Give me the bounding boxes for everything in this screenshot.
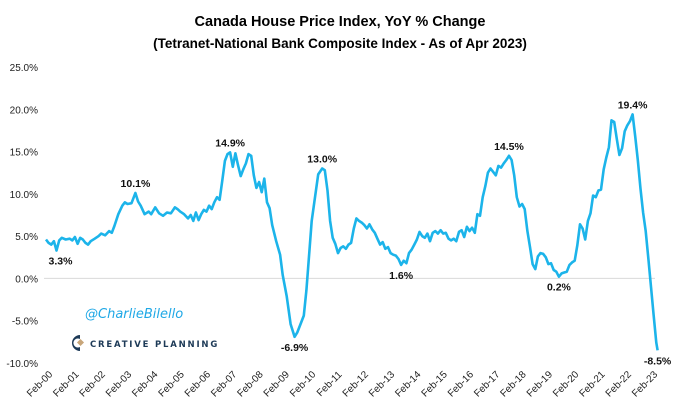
data-label: 3.3% — [49, 256, 74, 268]
data-label: 10.1% — [121, 178, 151, 190]
x-axis: Feb-00Feb-01Feb-02Feb-03Feb-04Feb-05Feb-… — [25, 369, 660, 399]
x-tick-label: Feb-21 — [577, 369, 607, 399]
y-tick-label: 25.0% — [10, 63, 38, 74]
data-label: 14.5% — [494, 141, 524, 153]
data-label: -8.5% — [644, 355, 672, 367]
data-label: 13.0% — [307, 153, 337, 165]
watermark: @CharlieBilello CREATIVE PLANNING — [72, 307, 219, 351]
y-tick-label: -10.0% — [6, 359, 38, 370]
x-tick-label: Feb-12 — [341, 369, 371, 399]
x-tick-label: Feb-04 — [130, 369, 160, 399]
data-label: 1.6% — [389, 270, 414, 282]
y-tick-label: 20.0% — [10, 105, 38, 116]
x-tick-label: Feb-13 — [367, 369, 397, 399]
x-tick-label: Feb-01 — [51, 369, 81, 399]
data-label: 19.4% — [618, 99, 648, 111]
creative-planning-logo-icon — [72, 335, 85, 351]
y-tick-label: 10.0% — [10, 190, 38, 201]
y-tick-label: -5.0% — [12, 317, 38, 328]
chart-title: Canada House Price Index, YoY % Change — [195, 14, 486, 30]
x-tick-label: Feb-20 — [551, 369, 581, 399]
x-tick-label: Feb-02 — [78, 369, 108, 399]
y-axis: 25.0% 20.0% 15.0% 10.0% 5.0% 0.0% -5.0% -10.0% — [6, 63, 38, 370]
x-tick-label: Feb-05 — [157, 369, 187, 399]
x-tick-label: Feb-18 — [499, 369, 529, 399]
x-tick-label: Feb-19 — [525, 369, 555, 399]
x-tick-label: Feb-17 — [472, 369, 502, 399]
x-tick-label: Feb-22 — [604, 369, 634, 399]
x-tick-label: Feb-15 — [420, 369, 450, 399]
x-tick-label: Feb-08 — [235, 369, 265, 399]
x-tick-label: Feb-16 — [446, 369, 476, 399]
data-label: 0.2% — [547, 282, 572, 294]
x-tick-label: Feb-09 — [262, 369, 292, 399]
x-tick-label: Feb-06 — [183, 369, 213, 399]
x-tick-label: Feb-10 — [288, 369, 318, 399]
brand-name: CREATIVE PLANNING — [90, 340, 219, 350]
x-tick-label: Feb-07 — [209, 369, 239, 399]
x-tick-label: Feb-11 — [315, 369, 345, 399]
x-tick-label: Feb-00 — [25, 369, 55, 399]
data-label: -6.9% — [281, 342, 309, 354]
x-tick-label: Feb-14 — [393, 369, 423, 399]
data-labels: 3.3% 10.1% 14.9% -6.9% 13.0% 1.6% 14.5% 0.2% 19.… — [49, 99, 672, 367]
series-line — [44, 113, 659, 351]
data-label: 14.9% — [215, 137, 245, 149]
x-tick-label: Feb-03 — [104, 369, 134, 399]
y-tick-label: 15.0% — [10, 148, 38, 159]
y-tick-label: 5.0% — [15, 232, 38, 243]
x-tick-label: Feb-23 — [630, 369, 660, 399]
twitter-handle: @CharlieBilello — [85, 307, 183, 322]
y-tick-label: 0.0% — [15, 274, 38, 285]
chart-subtitle: (Tetranet-National Bank Composite Index … — [153, 36, 527, 51]
